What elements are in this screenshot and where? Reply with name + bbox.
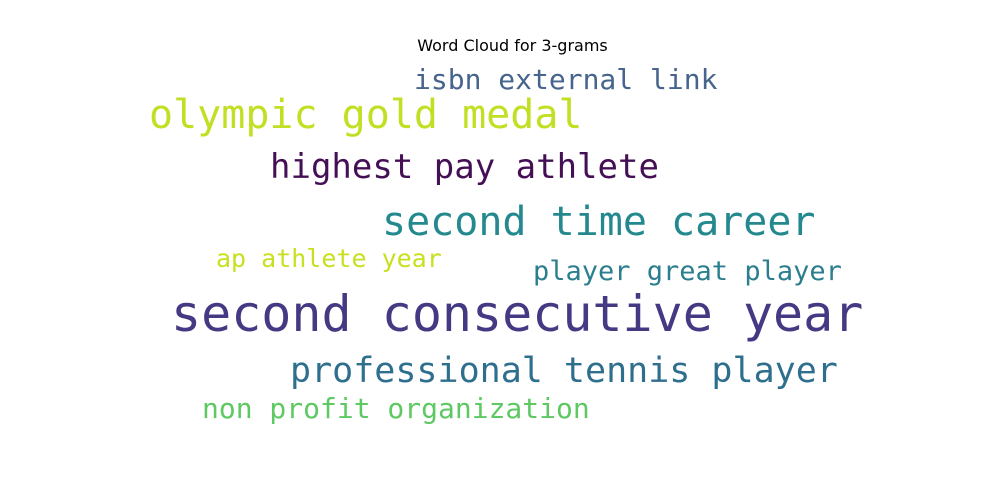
- word-highest-pay-athlete: highest pay athlete: [270, 147, 659, 187]
- word-player-great-player: player great player: [533, 256, 842, 287]
- word-second-time-career: second time career: [382, 199, 816, 245]
- word-ap-athlete-year: ap athlete year: [216, 244, 442, 273]
- word-olympic-gold-medal: olympic gold medal: [149, 92, 583, 138]
- chart-title: Word Cloud for 3-grams: [417, 36, 608, 55]
- word-second-consecutive-year: second consecutive year: [171, 285, 864, 343]
- word-non-profit-organization: non profit organization: [202, 392, 590, 425]
- word-professional-tennis-player: professional tennis player: [290, 351, 838, 391]
- word-isbn-external-link: isbn external link: [414, 63, 718, 96]
